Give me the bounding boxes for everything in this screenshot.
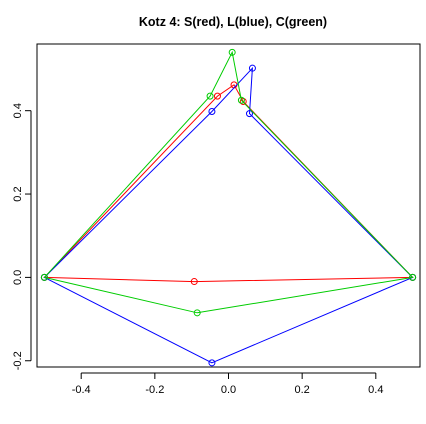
y-tick-label: 0.4 — [12, 103, 24, 118]
y-tick-label: -0.2 — [12, 351, 24, 370]
series-3 — [40, 48, 417, 317]
data-point — [213, 92, 221, 100]
data-point — [228, 48, 236, 56]
data-point — [245, 110, 253, 118]
y-axis: -0.2 0.0 0.2 0.4 — [12, 103, 32, 370]
data-point — [237, 96, 245, 104]
data-point — [193, 309, 201, 317]
series-line — [43, 66, 414, 364]
data-point — [208, 108, 216, 116]
plot-area — [36, 43, 421, 368]
x-tick-label: 0.0 — [221, 384, 236, 396]
series-line — [43, 50, 414, 314]
series-line — [43, 84, 414, 283]
data-point — [190, 278, 198, 286]
x-axis: -0.4 -0.2 0.0 0.2 0.4 — [72, 372, 383, 396]
data-point — [208, 359, 216, 367]
data-point — [40, 273, 48, 281]
x-tick-label: 0.4 — [368, 384, 383, 396]
y-tick-label: 0.0 — [12, 270, 24, 285]
data-point — [248, 64, 256, 72]
data-point — [206, 92, 214, 100]
data-point — [239, 98, 247, 106]
series-layer — [40, 48, 417, 367]
data-point — [409, 273, 417, 281]
chart-title: Kotz 4: S(red), L(blue), C(green) — [139, 15, 327, 29]
x-tick-label: 0.2 — [295, 384, 310, 396]
x-tick-label: -0.2 — [145, 384, 164, 396]
y-tick-label: 0.2 — [12, 186, 24, 201]
series-1 — [40, 81, 417, 286]
x-tick-label: -0.4 — [72, 384, 91, 396]
series-2 — [40, 64, 417, 367]
